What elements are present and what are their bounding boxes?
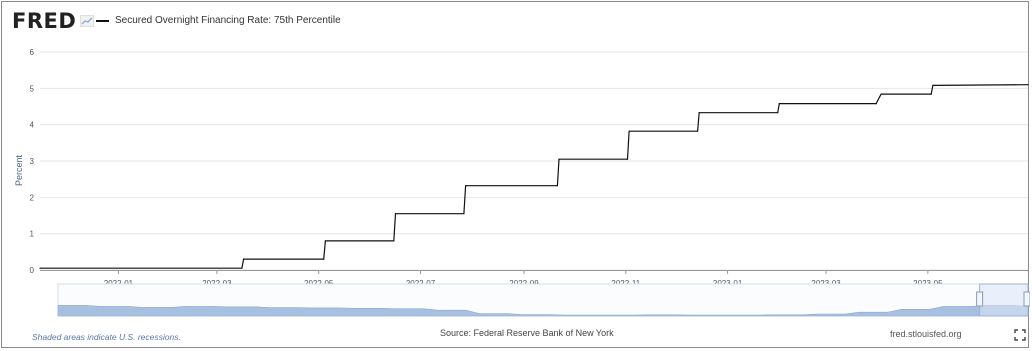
- legend-series-label: Secured Overnight Financing Rate: 75th P…: [115, 15, 341, 26]
- y-tick-label: 4: [30, 121, 35, 130]
- data-point: [393, 240, 395, 242]
- gridlines: [40, 51, 1028, 271]
- fred-logo-text: FRED: [12, 9, 77, 33]
- y-tick-labels: 0 1 2 3 4 5 6: [30, 48, 35, 275]
- data-point: [464, 185, 467, 187]
- data-point: [558, 158, 560, 160]
- y-tick-label: 5: [30, 84, 35, 93]
- data-point: [556, 185, 558, 187]
- navigator-left-handle: [976, 291, 984, 307]
- data-point: [880, 93, 882, 95]
- data-point: [243, 258, 245, 260]
- data-point: [932, 84, 934, 87]
- navigator-series: [57, 305, 1029, 317]
- data-point: [323, 258, 325, 260]
- y-tick-label: 1: [30, 230, 35, 239]
- data-point: [626, 158, 629, 160]
- data-point: [875, 102, 877, 105]
- y-tick-label: 2: [30, 193, 35, 202]
- recession-note[interactable]: Shaded areas indicate U.S. recessions.: [32, 332, 181, 342]
- data-point: [1027, 84, 1029, 86]
- y-tick-label: 3: [30, 157, 35, 166]
- data-point: [241, 267, 243, 269]
- navigator-selection: [979, 283, 1029, 317]
- fred-url-link[interactable]: fred.stlouisfed.org: [890, 329, 962, 339]
- series-layer: [39, 84, 1029, 269]
- chart-legend[interactable]: Secured Overnight Financing Rate: 75th P…: [96, 15, 341, 26]
- legend-line-swatch: [96, 19, 109, 22]
- data-point: [778, 102, 780, 105]
- data-point: [930, 93, 932, 95]
- data-point: [777, 112, 779, 114]
- data-point: [696, 130, 699, 132]
- fred-logo[interactable]: FRED: [12, 8, 95, 34]
- data-point: [698, 112, 700, 114]
- fullscreen-icon[interactable]: [1014, 329, 1026, 341]
- range-navigator[interactable]: [57, 283, 1030, 317]
- data-point: [463, 213, 465, 215]
- navigator-right-handle: [1023, 291, 1030, 307]
- source-note: Source: Federal Reserve Bank of New York: [440, 328, 614, 338]
- data-point: [628, 130, 630, 132]
- y-tick-label: 6: [30, 48, 35, 57]
- data-point: [324, 240, 326, 242]
- data-point: [394, 213, 397, 215]
- y-tick-label: 0: [30, 266, 35, 275]
- fred-chart-mark-icon: [80, 15, 95, 27]
- series-line: [40, 84, 1029, 269]
- data-point: [39, 267, 41, 269]
